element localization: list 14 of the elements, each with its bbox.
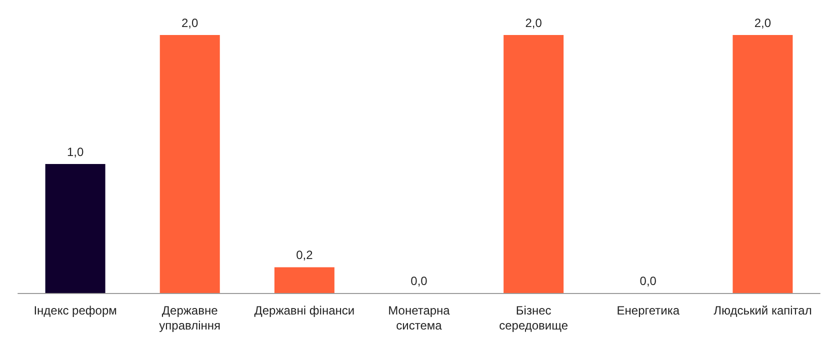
x-tick-label: Монетарна система [388,304,450,332]
x-tick-label: Індекс реформ [34,304,117,318]
data-label: 1,0 [66,145,84,159]
x-tick-label: Державне управління [159,304,221,332]
x-tick-label: Бізнес середовище [499,304,568,332]
data-label: 0,0 [640,274,657,288]
x-tick-label: Людський капітал [714,304,812,318]
data-label: 2,0 [525,16,542,30]
data-label: 0,0 [410,274,428,288]
data-label: 0,2 [296,248,314,262]
data-label: 2,0 [182,16,199,30]
x-tick-label: Енергетика [616,304,680,318]
data-label: 2,0 [754,16,772,30]
x-tick-label: Державні фінанси [254,304,355,318]
